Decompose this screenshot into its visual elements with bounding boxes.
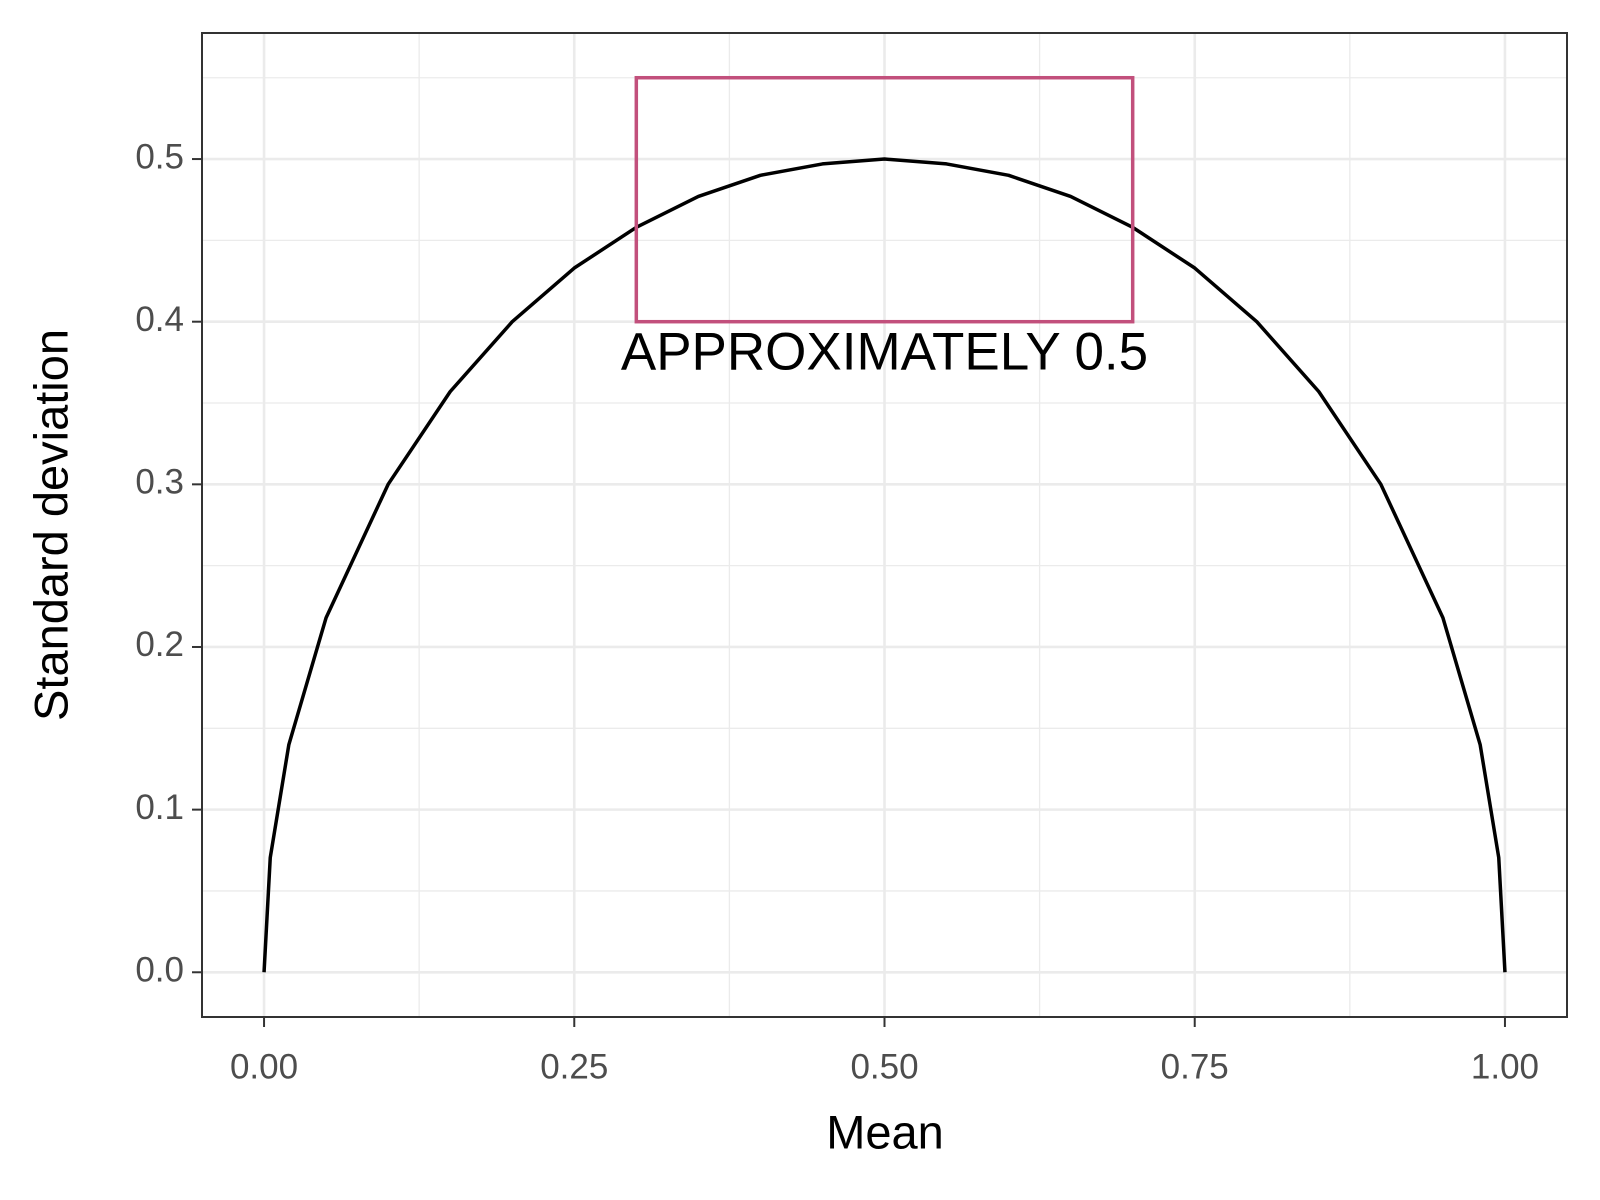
y-tick-label: 0.3 [135,463,184,502]
line [262,157,1507,973]
y-tick-label: 0.5 [135,137,184,176]
annotation-box [634,75,1135,324]
y-tick-label: 0.4 [135,300,184,339]
y-tick-label: 0.1 [135,788,184,827]
x-tick-label: 0.50 [850,1047,918,1086]
x-axis-title: Mean [826,1105,944,1158]
y-tick-label: 0.2 [135,625,184,664]
x-tick-label: 0.75 [1161,1047,1229,1086]
annotation-text: APPROXIMATELY 0.5 [621,323,1148,382]
x-tick-label: 0.00 [230,1047,298,1086]
x-tick-label: 1.00 [1471,1047,1539,1086]
x-tick-label: 0.25 [540,1047,608,1086]
y-tick-label: 0.0 [135,951,184,990]
plot-border [201,32,1568,1018]
y-axis-title: Standard deviation [24,329,77,721]
